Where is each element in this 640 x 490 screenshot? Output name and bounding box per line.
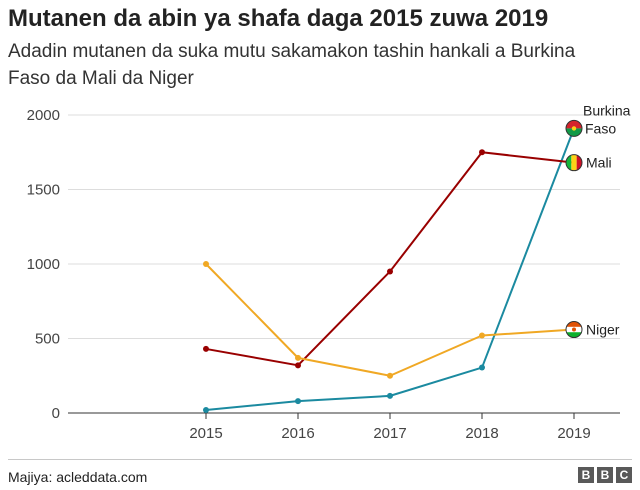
x-tick-label: 2015 (189, 425, 222, 442)
y-tick-label: 500 (35, 331, 60, 348)
data-point-burkina-faso (479, 364, 485, 371)
footer-divider (8, 459, 632, 460)
bbc-logo-block: B (578, 467, 594, 483)
mali-flag-icon (565, 154, 583, 172)
data-point-mali (479, 149, 485, 156)
flag-ring (565, 119, 583, 137)
data-point-burkina-faso (295, 398, 301, 405)
data-point-burkina-faso (387, 392, 393, 399)
bbc-logo-block: C (616, 467, 632, 483)
data-point-niger (295, 354, 301, 361)
y-tick-label: 2000 (27, 107, 60, 124)
flag-ring (565, 154, 583, 172)
data-point-mali (387, 268, 393, 275)
chart-title: Mutanen da abin ya shafa daga 2015 zuwa … (8, 5, 549, 32)
data-point-niger (479, 332, 485, 339)
series-label-niger: Niger (586, 322, 620, 338)
data-point-niger (203, 261, 209, 267)
burkina-faso-flag-icon (565, 119, 583, 137)
data-point-burkina-faso (203, 407, 209, 414)
data-point-mali (203, 345, 209, 352)
data-point-mali (295, 362, 301, 369)
series-label-burkina-faso: Burkina (583, 102, 631, 118)
bbc-logo-block: B (597, 467, 613, 483)
source-note: Majiya: acleddata.com (8, 469, 148, 485)
x-tick-label: 2017 (373, 425, 406, 442)
y-tick-label: 1500 (27, 182, 60, 199)
series-label-mali: Mali (586, 155, 612, 171)
chart-subtitle: Adadin mutanen da suka mutu sakamakon ta… (8, 41, 576, 89)
x-tick-label: 2018 (465, 425, 498, 442)
bbc-logo: B B C (578, 467, 632, 483)
flag-ring (565, 321, 583, 339)
line-chart: 0 500 1000 1500 2000 2015 2016 2017 2018 2019 Burk… (27, 102, 631, 442)
series-label-burkina-faso: Faso (585, 120, 616, 136)
x-tick-label: 2019 (557, 425, 590, 442)
y-tick-label: 1000 (27, 256, 60, 273)
x-tick-label: 2016 (281, 425, 314, 442)
niger-flag-icon (565, 321, 583, 339)
data-point-niger (387, 372, 393, 379)
y-tick-label: 0 (52, 405, 60, 422)
